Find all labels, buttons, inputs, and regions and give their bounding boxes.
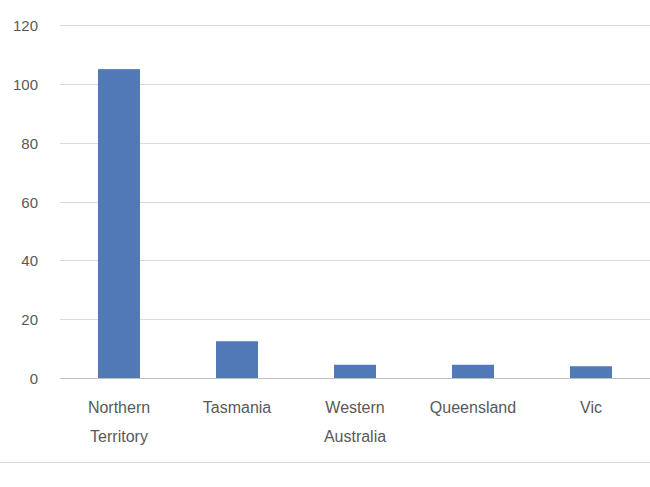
x-tick-label-line: Western	[325, 399, 384, 416]
grid-line	[60, 25, 650, 26]
x-tick-label: Western Australia	[324, 399, 386, 445]
grid-line	[60, 319, 650, 320]
y-tick-label: 100	[13, 76, 38, 93]
bar	[570, 366, 612, 378]
y-tick-label: 60	[21, 194, 38, 211]
grid-line	[60, 84, 650, 85]
y-tick-label: 20	[21, 311, 38, 328]
x-tick-label: Queensland	[430, 399, 516, 416]
x-tick-label-line: Vic	[580, 399, 602, 416]
bar	[98, 69, 140, 378]
x-tick-label-line: Territory	[90, 428, 148, 445]
x-tick-label: Northern Territory	[88, 399, 150, 445]
x-tick-label-line: Queensland	[430, 399, 516, 416]
x-tick-label: Vic	[580, 399, 602, 416]
grid-line	[60, 260, 650, 261]
grid-line	[60, 202, 650, 203]
y-tick-label: 0	[30, 370, 38, 387]
x-tick-label-line: Northern	[88, 399, 150, 416]
x-tick-label-line: Tasmania	[203, 399, 272, 416]
y-tick-label: 120	[13, 17, 38, 34]
x-tick-label-line: Australia	[324, 428, 386, 445]
x-axis-line	[60, 378, 650, 379]
chart-border	[0, 462, 650, 463]
grid-line	[60, 143, 650, 144]
chart: 0 20 40 60 80 100 120 Northern Territory Tasmania…	[0, 0, 650, 487]
bar	[216, 341, 258, 378]
y-tick-label: 80	[21, 135, 38, 152]
y-tick-label: 40	[21, 252, 38, 269]
x-tick-label: Tasmania	[203, 399, 272, 416]
bar	[334, 365, 376, 378]
bar	[452, 365, 494, 378]
